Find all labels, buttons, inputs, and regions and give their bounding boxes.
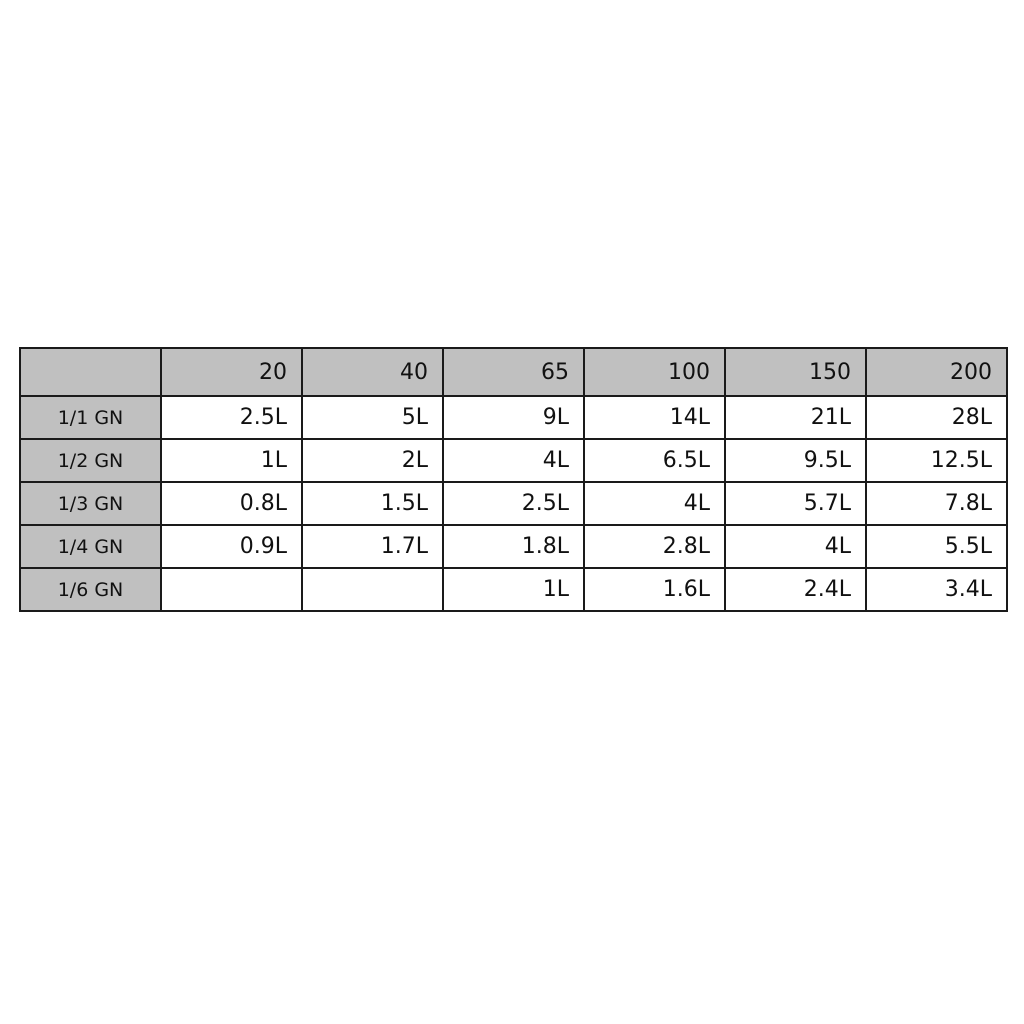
table-cell: 9.5L (724, 438, 867, 483)
table-cell: 3.4L (865, 567, 1008, 612)
header-cell: 100 (583, 347, 726, 397)
table-cell: 28L (865, 395, 1008, 440)
table-cell: 2.4L (724, 567, 867, 612)
table-cell: 6.5L (583, 438, 726, 483)
table-cell (160, 567, 303, 612)
row-label: 1/3 GN (19, 481, 162, 526)
row-label: 1/6 GN (19, 567, 162, 612)
header-cell: 200 (865, 347, 1008, 397)
table-cell: 21L (724, 395, 867, 440)
table-row: 1/3 GN 0.8L 1.5L 2.5L 4L 5.7L 7.8L (19, 481, 1008, 526)
table-cell: 1L (442, 567, 585, 612)
header-cell: 65 (442, 347, 585, 397)
table-cell: 1.5L (301, 481, 444, 526)
capacity-table: 20 40 65 100 150 200 1/1 GN 2.5L 5L 9L 14L 21L 28L 1/… (19, 347, 1008, 612)
table-cell: 4L (724, 524, 867, 569)
table-cell: 2.5L (160, 395, 303, 440)
table-cell: 5L (301, 395, 444, 440)
row-label: 1/4 GN (19, 524, 162, 569)
header-cell (19, 347, 162, 397)
table-cell: 5.7L (724, 481, 867, 526)
table-cell: 2L (301, 438, 444, 483)
table-cell: 7.8L (865, 481, 1008, 526)
table-cell: 0.8L (160, 481, 303, 526)
table-cell: 4L (583, 481, 726, 526)
table-row: 1/2 GN 1L 2L 4L 6.5L 9.5L 12.5L (19, 438, 1008, 483)
table-row: 1/4 GN 0.9L 1.7L 1.8L 2.8L 4L 5.5L (19, 524, 1008, 569)
header-cell: 150 (724, 347, 867, 397)
row-label: 1/2 GN (19, 438, 162, 483)
table-cell: 1L (160, 438, 303, 483)
table-cell: 2.8L (583, 524, 726, 569)
table-cell: 1.8L (442, 524, 585, 569)
table-cell (301, 567, 444, 612)
header-cell: 20 (160, 347, 303, 397)
table-cell: 2.5L (442, 481, 585, 526)
table-cell: 1.6L (583, 567, 726, 612)
table-cell: 4L (442, 438, 585, 483)
table-row: 1/6 GN 1L 1.6L 2.4L 3.4L (19, 567, 1008, 612)
table-cell: 1.7L (301, 524, 444, 569)
row-label: 1/1 GN (19, 395, 162, 440)
table-cell: 9L (442, 395, 585, 440)
table-cell: 14L (583, 395, 726, 440)
table-cell: 0.9L (160, 524, 303, 569)
header-row: 20 40 65 100 150 200 (19, 347, 1008, 397)
table-cell: 5.5L (865, 524, 1008, 569)
header-cell: 40 (301, 347, 444, 397)
table-cell: 12.5L (865, 438, 1008, 483)
table-row: 1/1 GN 2.5L 5L 9L 14L 21L 28L (19, 395, 1008, 440)
